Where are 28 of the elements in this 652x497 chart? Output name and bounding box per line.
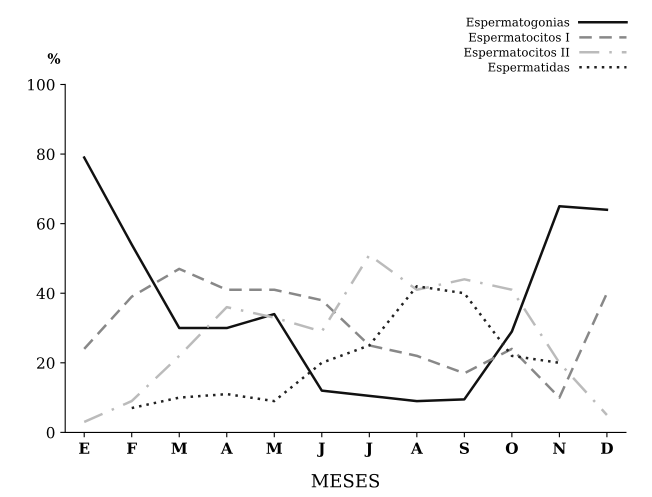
x-tick-label: M bbox=[171, 442, 187, 454]
y-tick-label: 20 bbox=[37, 357, 54, 369]
y-tick-label: 60 bbox=[37, 218, 54, 230]
legend-label: Espermatocitos I bbox=[468, 32, 570, 44]
x-tick-label: A bbox=[410, 442, 423, 454]
x-tick-label: M bbox=[266, 442, 282, 454]
x-tick-label: J bbox=[317, 442, 325, 457]
y-tick-label: 100 bbox=[28, 78, 54, 91]
line-series bbox=[82, 254, 608, 424]
x-tick-label: D bbox=[601, 442, 613, 454]
line-series bbox=[130, 285, 561, 410]
legend-label: Espermatocitos II bbox=[464, 48, 570, 59]
x-tick-label: S bbox=[460, 442, 469, 454]
x-tick-label: O bbox=[506, 442, 518, 454]
x-tick-label: F bbox=[127, 442, 137, 454]
line-series bbox=[82, 268, 608, 399]
y-tick-label: 0 bbox=[46, 426, 54, 438]
y-tick-label: 80 bbox=[37, 148, 54, 160]
x-tick-label: E bbox=[79, 442, 90, 454]
x-tick-label: A bbox=[220, 442, 233, 454]
y-tick-label: 40 bbox=[36, 288, 54, 300]
legend-label: Espermatidas bbox=[488, 62, 570, 74]
x-tick-label: J bbox=[364, 442, 372, 457]
y-axis-title: % bbox=[48, 53, 60, 64]
line-series bbox=[82, 156, 608, 402]
x-axis-title: MESES bbox=[312, 474, 380, 488]
x-tick-label: N bbox=[553, 442, 566, 454]
legend-label: Espermatogonias bbox=[466, 18, 570, 29]
